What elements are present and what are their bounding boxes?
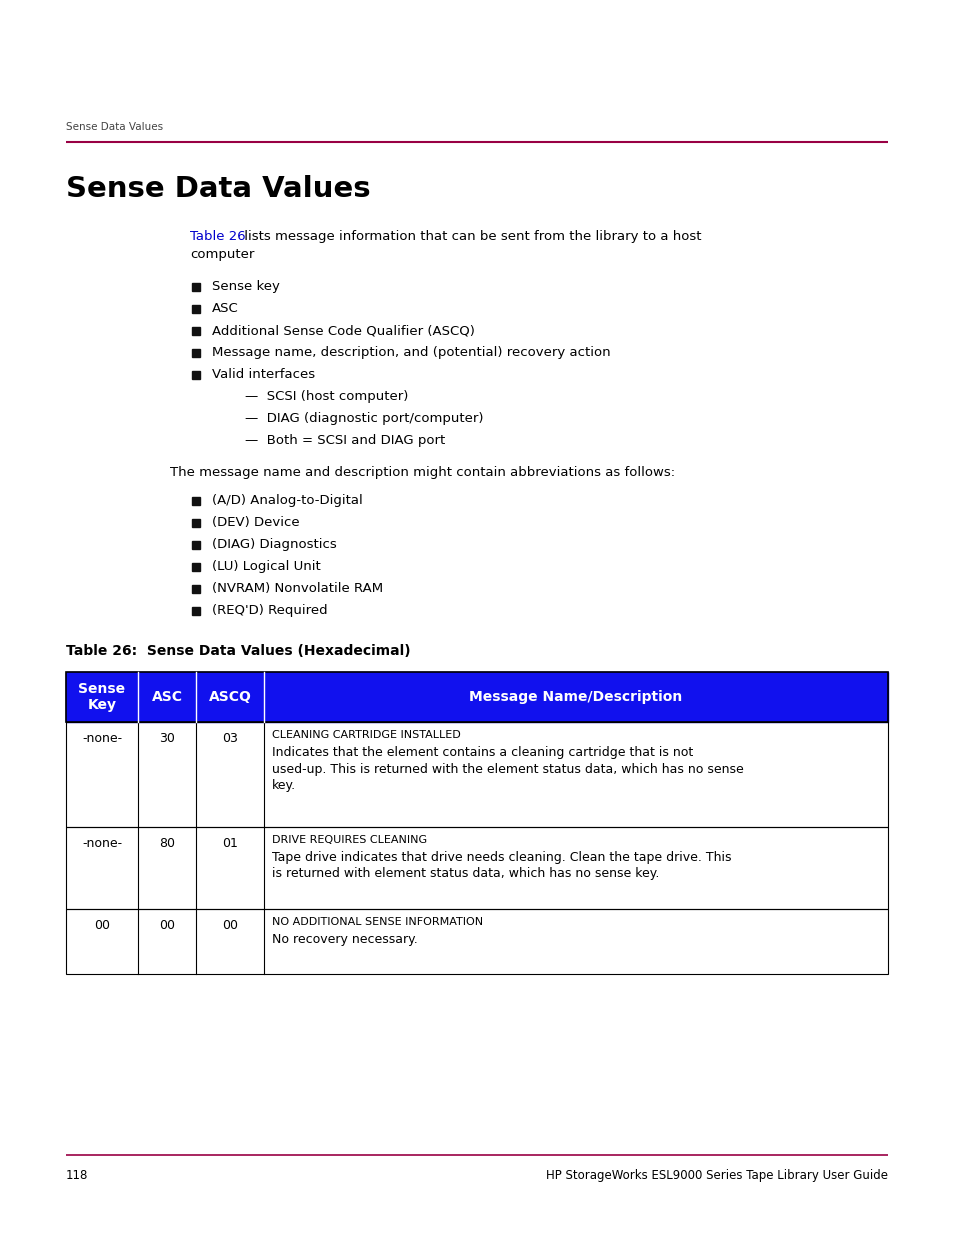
Text: Valid interfaces: Valid interfaces xyxy=(212,368,314,382)
Bar xyxy=(192,563,200,571)
Text: DRIVE REQUIRES CLEANING: DRIVE REQUIRES CLEANING xyxy=(272,835,427,845)
Text: Message Name/Description: Message Name/Description xyxy=(469,690,682,704)
Bar xyxy=(192,370,200,379)
Bar xyxy=(192,283,200,291)
Text: 80: 80 xyxy=(159,837,174,850)
Text: —  Both = SCSI and DIAG port: — Both = SCSI and DIAG port xyxy=(245,433,445,447)
Text: computer: computer xyxy=(190,248,254,261)
Text: Table 26:  Sense Data Values (Hexadecimal): Table 26: Sense Data Values (Hexadecimal… xyxy=(66,643,410,658)
Bar xyxy=(192,519,200,527)
Bar xyxy=(192,327,200,335)
Text: -none-: -none- xyxy=(82,732,122,745)
Bar xyxy=(66,722,887,827)
Text: (LU) Logical Unit: (LU) Logical Unit xyxy=(212,559,320,573)
Bar xyxy=(192,496,200,505)
Bar xyxy=(66,909,887,974)
Bar xyxy=(66,722,887,827)
Text: —  DIAG (diagnostic port/computer): — DIAG (diagnostic port/computer) xyxy=(245,412,483,425)
Text: 30: 30 xyxy=(159,732,174,745)
Text: Tape drive indicates that drive needs cleaning. Clean the tape drive. This
is re: Tape drive indicates that drive needs cl… xyxy=(272,851,731,881)
Bar xyxy=(66,827,887,909)
Text: (REQ'D) Required: (REQ'D) Required xyxy=(212,604,327,618)
Text: 00: 00 xyxy=(159,919,174,932)
Bar xyxy=(192,350,200,357)
Text: lists message information that can be sent from the library to a host: lists message information that can be se… xyxy=(240,230,700,243)
Bar xyxy=(66,909,887,974)
Text: 03: 03 xyxy=(222,732,237,745)
Bar xyxy=(66,827,887,909)
Text: ASC: ASC xyxy=(212,303,238,315)
Text: —  SCSI (host computer): — SCSI (host computer) xyxy=(245,390,408,403)
Text: ASCQ: ASCQ xyxy=(209,690,252,704)
Text: Sense Data Values: Sense Data Values xyxy=(66,175,370,203)
Text: Indicates that the element contains a cleaning cartridge that is not
used-up. Th: Indicates that the element contains a cl… xyxy=(272,746,743,792)
Text: No recovery necessary.: No recovery necessary. xyxy=(272,932,417,946)
Bar xyxy=(192,585,200,593)
Bar xyxy=(192,305,200,312)
Text: Sense Data Values: Sense Data Values xyxy=(66,122,163,132)
Text: Table 26: Table 26 xyxy=(190,230,245,243)
Text: HP StorageWorks ESL9000 Series Tape Library User Guide: HP StorageWorks ESL9000 Series Tape Libr… xyxy=(545,1170,887,1182)
Text: Sense key: Sense key xyxy=(212,280,279,293)
Text: (DEV) Device: (DEV) Device xyxy=(212,516,299,529)
Bar xyxy=(192,541,200,550)
Text: 118: 118 xyxy=(66,1170,89,1182)
Text: 00: 00 xyxy=(94,919,110,932)
Text: 01: 01 xyxy=(222,837,237,850)
Text: (A/D) Analog-to-Digital: (A/D) Analog-to-Digital xyxy=(212,494,362,508)
Bar xyxy=(66,672,887,722)
Text: 00: 00 xyxy=(222,919,237,932)
Bar xyxy=(192,606,200,615)
Bar xyxy=(66,672,887,722)
Text: (DIAG) Diagnostics: (DIAG) Diagnostics xyxy=(212,538,336,551)
Text: Additional Sense Code Qualifier (ASCQ): Additional Sense Code Qualifier (ASCQ) xyxy=(212,324,475,337)
Text: The message name and description might contain abbreviations as follows:: The message name and description might c… xyxy=(170,466,675,479)
Text: -none-: -none- xyxy=(82,837,122,850)
Text: NO ADDITIONAL SENSE INFORMATION: NO ADDITIONAL SENSE INFORMATION xyxy=(272,918,482,927)
Text: ASC: ASC xyxy=(152,690,182,704)
Text: (NVRAM) Nonvolatile RAM: (NVRAM) Nonvolatile RAM xyxy=(212,582,383,595)
Text: Sense
Key: Sense Key xyxy=(78,682,126,713)
Text: Message name, description, and (potential) recovery action: Message name, description, and (potentia… xyxy=(212,346,610,359)
Text: CLEANING CARTRIDGE INSTALLED: CLEANING CARTRIDGE INSTALLED xyxy=(272,730,460,740)
